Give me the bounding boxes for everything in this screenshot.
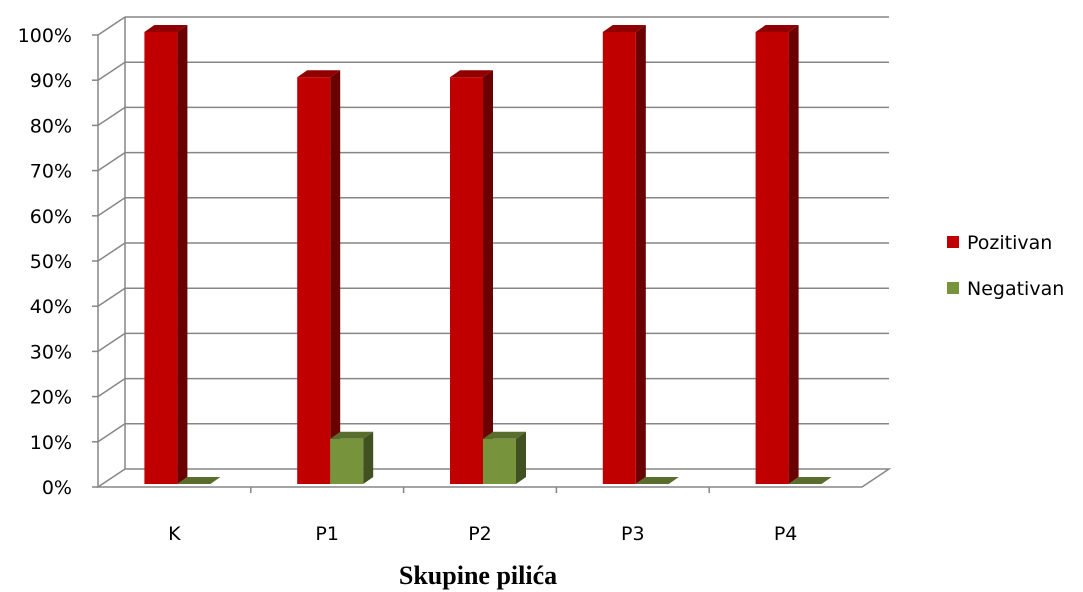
gridline-diagonal [97,61,126,81]
category-labels: K P1 P2 P3 P4 [168,523,797,545]
gridline-diagonal [97,197,126,217]
gridline-diagonal [97,16,126,36]
legend-label-pozitivan: Pozitivan [967,232,1052,254]
y-tick-label: 70% [30,161,72,183]
bar-front [755,32,789,484]
y-axis-ticks: 0% 10% 20% 30% 40% 50% 60% 70% 80% 90% 100% [18,25,98,499]
bar-front [450,77,483,484]
y-tick-label: 100% [18,25,72,47]
bar-pozitivan-p1 [297,70,341,484]
y-tick-label: 60% [30,206,72,228]
y-tick-label: 0% [42,477,72,499]
bar-pozitivan-p2 [450,70,493,484]
bar-front [330,438,364,484]
bar-front [144,32,178,484]
x-axis-ticks [250,487,710,493]
legend: Pozitivan Negativan [947,232,1064,300]
gridline-diagonal [97,377,126,398]
gridline-diagonal [97,332,126,353]
gridline-diagonal [97,423,126,443]
bar-top [144,25,188,32]
bar-side [177,25,188,484]
bars [144,25,832,484]
y-tick-label: 40% [30,296,72,318]
bar-side [483,70,493,484]
bar-top [755,25,799,32]
y-tick-label: 90% [30,70,72,92]
y-tick-label: 50% [30,251,72,273]
bar-negativan-p1 [330,431,374,484]
y-tick-label: 10% [30,432,72,454]
y-tick-label: 30% [30,341,72,363]
bar-negativan-p2 [483,431,526,484]
bar-pozitivan-p4 [755,25,799,484]
bar-side [635,25,646,484]
bar-top [297,70,341,78]
gridline-diagonal [97,242,126,262]
bar-negativan-k [177,477,221,484]
bar-top [635,477,679,484]
bar-top [483,431,526,439]
bar-front [602,32,636,484]
bar-top [450,70,493,78]
chart-floor [95,468,892,488]
category-label: P2 [468,523,492,545]
gridline-diagonal [97,106,126,127]
bar-negativan-p3 [635,477,679,484]
legend-swatch-negativan [947,282,959,294]
gridline-diagonal [97,287,126,307]
bar-top [177,477,221,484]
legend-swatch-pozitivan [947,236,959,248]
legend-label-negativan: Negativan [967,278,1064,300]
bar-top [602,25,646,32]
bar-front [483,438,516,484]
bar-top [788,477,832,484]
bar-side [363,431,374,484]
category-label: P4 [774,523,798,545]
bar-pozitivan-k [144,25,188,484]
category-label: P3 [621,523,645,545]
gridline-diagonal [97,151,126,172]
bar-pozitivan-p3 [602,25,646,484]
category-label: K [168,523,181,545]
bar-top [330,431,374,439]
bar-front [297,77,331,484]
y-tick-label: 20% [30,387,72,409]
bar-negativan-p4 [788,477,832,484]
bar-side [330,70,341,484]
x-axis-title: Skupine pilića [399,561,557,590]
bar-side [788,25,799,484]
category-label: P1 [315,523,339,545]
bar-side [516,431,526,484]
y-tick-label: 80% [30,115,72,137]
